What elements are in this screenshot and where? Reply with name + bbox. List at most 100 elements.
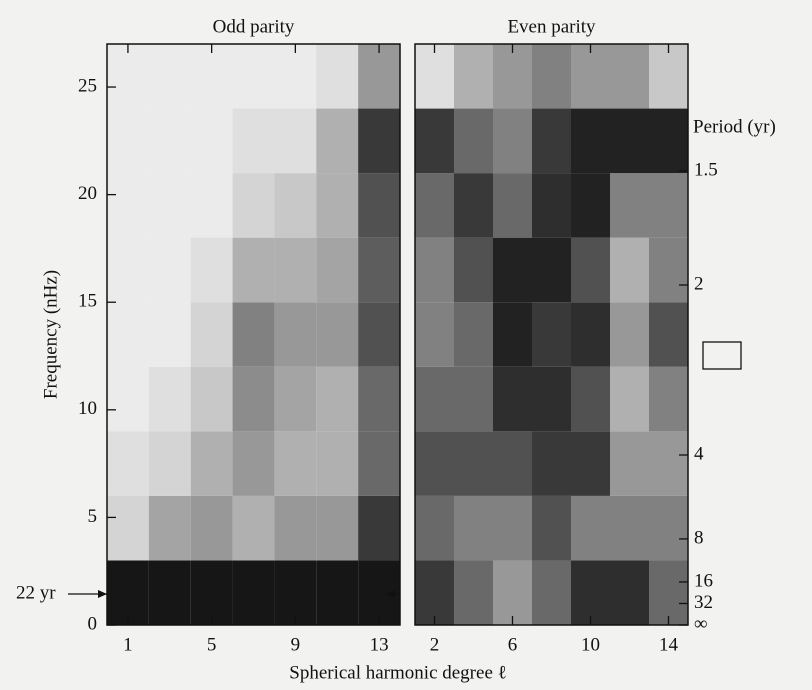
y-tick-label: 20 <box>78 183 97 204</box>
cell <box>610 560 649 625</box>
y-axis-label: Frequency (nHz) <box>40 270 61 399</box>
cell <box>358 237 400 303</box>
cell <box>493 495 532 561</box>
cell <box>316 108 359 174</box>
cell <box>532 302 571 367</box>
cell <box>415 560 454 625</box>
cell <box>316 173 359 238</box>
cell <box>571 560 610 625</box>
legend-box <box>702 341 742 370</box>
cell <box>274 560 317 625</box>
cell <box>454 366 493 432</box>
y-tick-label: 25 <box>78 75 97 96</box>
cell <box>107 237 149 303</box>
cell <box>454 44 493 109</box>
cell <box>316 495 359 561</box>
cell <box>358 366 400 432</box>
cell <box>316 302 359 367</box>
cell <box>232 173 275 238</box>
cell <box>493 366 532 432</box>
cell <box>232 44 275 109</box>
cell <box>532 44 571 109</box>
cell <box>415 366 454 432</box>
cell <box>493 108 532 174</box>
cell <box>415 495 454 561</box>
cell <box>649 237 688 303</box>
cell <box>532 108 571 174</box>
cell <box>232 495 275 561</box>
cell <box>107 560 149 625</box>
cell <box>358 44 400 109</box>
cell <box>649 560 688 625</box>
x-tick-label: 14 <box>659 634 679 655</box>
cell <box>316 44 359 109</box>
cell <box>532 495 571 561</box>
cell <box>358 108 400 174</box>
cell <box>649 173 688 238</box>
cell <box>358 495 400 561</box>
cell <box>107 431 149 496</box>
cell <box>148 44 191 109</box>
cell <box>415 431 454 496</box>
cell <box>571 237 610 303</box>
x-tick-label: 5 <box>207 634 217 655</box>
cell <box>649 108 688 174</box>
x-tick-label: 10 <box>581 634 600 655</box>
cell <box>274 44 317 109</box>
cell <box>571 431 610 496</box>
x-axis-label: Spherical harmonic degree ℓ <box>289 662 506 683</box>
cell <box>148 431 191 496</box>
cell <box>571 366 610 432</box>
cell <box>274 173 317 238</box>
y-tick-label: 5 <box>88 506 98 527</box>
cell <box>107 302 149 367</box>
cell <box>532 237 571 303</box>
cell <box>415 44 454 109</box>
cell <box>415 237 454 303</box>
x-tick-label: 9 <box>291 634 301 655</box>
cell <box>415 302 454 367</box>
y2-tick-label: 8 <box>694 527 704 548</box>
cell <box>190 560 233 625</box>
cell <box>190 44 233 109</box>
cell <box>493 302 532 367</box>
cell <box>107 495 149 561</box>
cell <box>610 431 649 496</box>
cell <box>571 495 610 561</box>
cell <box>148 366 191 432</box>
y2-tick-label: 4 <box>694 443 704 464</box>
cell <box>190 495 233 561</box>
cell <box>107 108 149 174</box>
cell <box>190 108 233 174</box>
cell <box>493 560 532 625</box>
cell <box>454 431 493 496</box>
cell <box>190 237 233 303</box>
x-tick-label: 1 <box>123 634 133 655</box>
cell <box>232 108 275 174</box>
cell <box>232 431 275 496</box>
cell <box>610 173 649 238</box>
cell <box>148 302 191 367</box>
cell <box>493 44 532 109</box>
cell <box>610 108 649 174</box>
cell <box>148 495 191 561</box>
cell <box>148 237 191 303</box>
cell <box>415 173 454 238</box>
cell <box>454 108 493 174</box>
cell <box>532 431 571 496</box>
cell <box>649 431 688 496</box>
cell <box>454 237 493 303</box>
panel-title: Odd parity <box>213 16 295 37</box>
cell <box>190 431 233 496</box>
cell <box>454 302 493 367</box>
arrow-head <box>98 590 107 599</box>
cell <box>232 302 275 367</box>
cell <box>274 237 317 303</box>
annotation: 22 yr <box>16 582 56 603</box>
cell <box>532 560 571 625</box>
cell <box>532 173 571 238</box>
cell <box>148 108 191 174</box>
cell <box>610 302 649 367</box>
y-tick-label: 15 <box>78 291 97 312</box>
